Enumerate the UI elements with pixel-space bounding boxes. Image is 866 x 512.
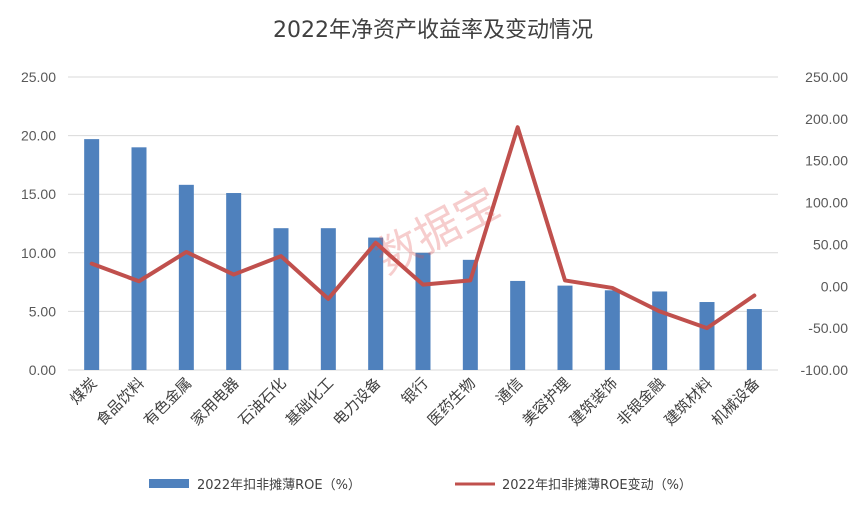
right-tick-label: 150.00: [805, 153, 848, 169]
line-point-食品饮料: [137, 279, 141, 283]
category-label: 有色金属: [140, 374, 195, 429]
right-tick-label: 0.00: [821, 278, 848, 294]
line-point-通信: [516, 125, 520, 129]
right-tick-label: 50.00: [813, 236, 848, 252]
bar-建筑装饰: [604, 290, 620, 370]
category-label: 非银金融: [613, 374, 668, 429]
legend: 2022年扣非摊薄ROE（%） 2022年扣非摊薄ROE变动（%）: [149, 477, 692, 493]
category-label: 食品饮料: [93, 374, 148, 429]
line-point-医药生物: [468, 278, 472, 282]
bar-美容护理: [557, 285, 573, 370]
category-label: 基础化工: [282, 374, 337, 429]
line-point-机械设备: [752, 293, 756, 297]
category-label: 机械设备: [708, 374, 763, 429]
left-tick-label: 20.00: [21, 128, 56, 144]
line-point-有色金属: [184, 250, 188, 254]
right-tick-label: 100.00: [805, 195, 848, 211]
line-point-基础化工: [326, 297, 330, 301]
left-axis-ticks: 0.00 5.00 10.00 15.00 20.00 25.00: [21, 69, 56, 378]
category-label: 建筑装饰: [566, 374, 621, 429]
line-point-银行: [421, 283, 425, 287]
legend-label-bar: 2022年扣非摊薄ROE（%）: [197, 478, 361, 493]
right-axis-ticks: -100.00 -50.00 0.00 50.00 100.00 150.00 200.00…: [801, 69, 849, 378]
left-tick-label: 15.00: [21, 186, 56, 202]
bar-电力设备: [368, 237, 384, 370]
left-tick-label: 10.00: [21, 245, 56, 261]
left-tick-label: 5.00: [29, 303, 56, 319]
bar-建筑材料: [699, 302, 715, 370]
bar-医药生物: [462, 259, 478, 370]
watermark: 数据宝: [368, 178, 508, 285]
category-label: 电力设备: [329, 374, 384, 429]
left-tick-label: 25.00: [21, 69, 56, 85]
left-tick-label: 0.00: [29, 362, 56, 378]
line-point-石油石化: [279, 254, 283, 258]
line-point-建筑材料: [705, 326, 709, 330]
bar-series: [84, 139, 762, 370]
category-label: 银行: [398, 374, 432, 408]
right-tick-label: 250.00: [805, 69, 848, 85]
category-label: 煤炭: [67, 374, 101, 408]
chart-title: 2022年净资产收益率及变动情况: [273, 18, 593, 43]
line-point-建筑装饰: [610, 286, 614, 290]
category-label: 医药生物: [424, 374, 479, 429]
line-point-电力设备: [374, 241, 378, 245]
category-label: 通信: [493, 374, 527, 408]
legend-label-line: 2022年扣非摊薄ROE变动（%）: [502, 477, 692, 493]
line-point-煤炭: [90, 262, 94, 266]
category-label: 石油石化: [235, 374, 290, 429]
line-point-非银金融: [658, 309, 662, 313]
right-tick-label: -100.00: [801, 362, 849, 378]
bar-家用电器: [226, 193, 242, 370]
category-label: 家用电器: [187, 374, 242, 429]
bar-机械设备: [746, 309, 762, 370]
bar-石油石化: [273, 228, 289, 370]
right-tick-label: -50.00: [808, 320, 848, 336]
line-point-美容护理: [563, 278, 567, 282]
bar-有色金属: [178, 184, 194, 370]
category-label: 美容护理: [519, 374, 574, 429]
line-point-家用电器: [232, 273, 236, 277]
category-label: 建筑材料: [661, 374, 716, 429]
bar-通信: [510, 280, 526, 370]
bar-食品饮料: [131, 147, 147, 370]
legend-bar-swatch: [149, 479, 189, 488]
bar-非银金融: [652, 291, 668, 370]
bar-煤炭: [84, 139, 100, 370]
line-series: [89, 125, 757, 331]
right-tick-label: 200.00: [805, 111, 848, 127]
